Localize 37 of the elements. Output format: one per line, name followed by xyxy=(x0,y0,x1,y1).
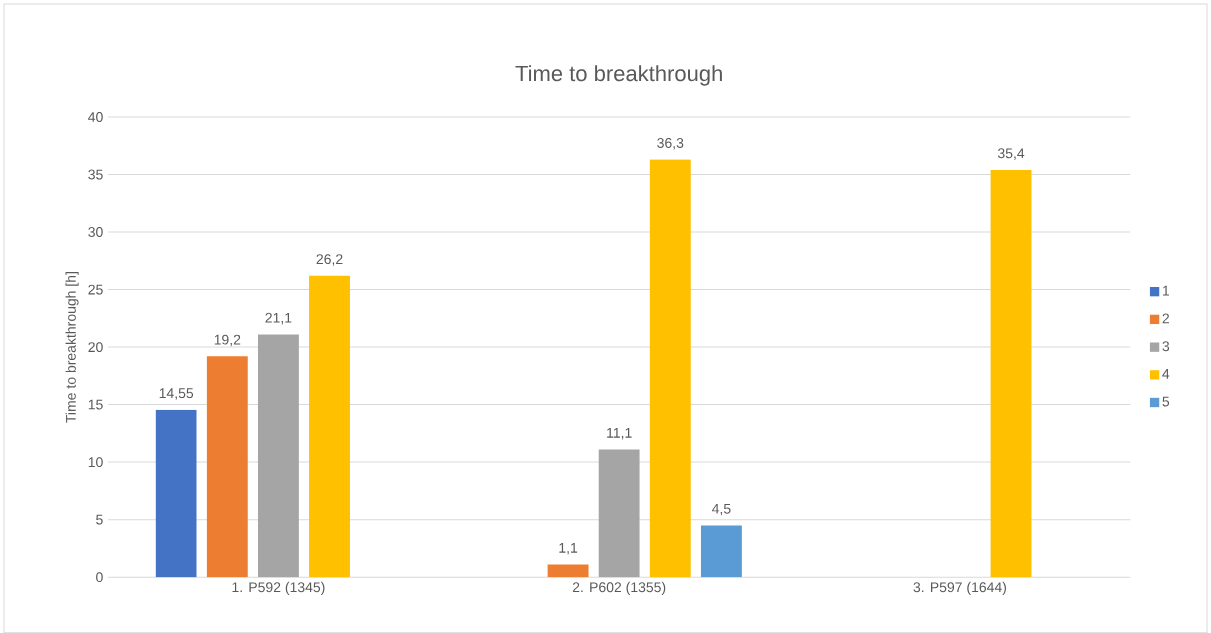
data-label: 26,2 xyxy=(316,254,343,266)
data-label: 19,2 xyxy=(214,334,241,347)
y-tick-label: 5 xyxy=(96,514,103,525)
y-tick-label: 25 xyxy=(88,284,103,295)
data-label: 36,3 xyxy=(657,137,684,150)
data-label: 1,1 xyxy=(559,542,578,555)
y-tick-label: 30 xyxy=(88,226,103,237)
bar xyxy=(155,409,197,577)
data-label: 14,55 xyxy=(159,388,194,400)
y-tick-label: 40 xyxy=(88,111,103,122)
bar xyxy=(257,334,299,577)
bar xyxy=(990,169,1032,577)
bar xyxy=(309,275,350,577)
bar xyxy=(547,564,589,577)
y-tick-label: 35 xyxy=(88,169,103,180)
bar xyxy=(206,356,248,577)
data-label: 21,1 xyxy=(265,312,292,325)
legend-label: 5 xyxy=(1162,396,1170,407)
legend-label: 4 xyxy=(1162,368,1170,379)
data-label: 4,5 xyxy=(711,503,731,516)
y-tick-label: 20 xyxy=(88,341,103,352)
legend-label: 1 xyxy=(1162,285,1170,296)
x-tick-label: 3. P597 (1644) xyxy=(913,581,1007,595)
data-label: 35,4 xyxy=(997,148,1025,160)
bar xyxy=(598,449,640,577)
legend-label: 3 xyxy=(1162,341,1170,352)
bar xyxy=(649,159,691,577)
y-tick-label: 0 xyxy=(96,572,103,582)
y-tick-label: 15 xyxy=(88,399,103,410)
x-tick-label: 2. P602 (1355) xyxy=(572,581,666,595)
y-axis-title: Time to breakthrough [h] xyxy=(65,271,79,423)
y-tick-label: 10 xyxy=(88,457,103,467)
data-label: 11,1 xyxy=(607,427,632,440)
bar xyxy=(700,525,742,577)
legend-label: 2 xyxy=(1162,313,1169,324)
chart-title: Time to breakthrough xyxy=(515,64,722,86)
x-tick-label: 1. P592 (1345) xyxy=(232,581,325,595)
